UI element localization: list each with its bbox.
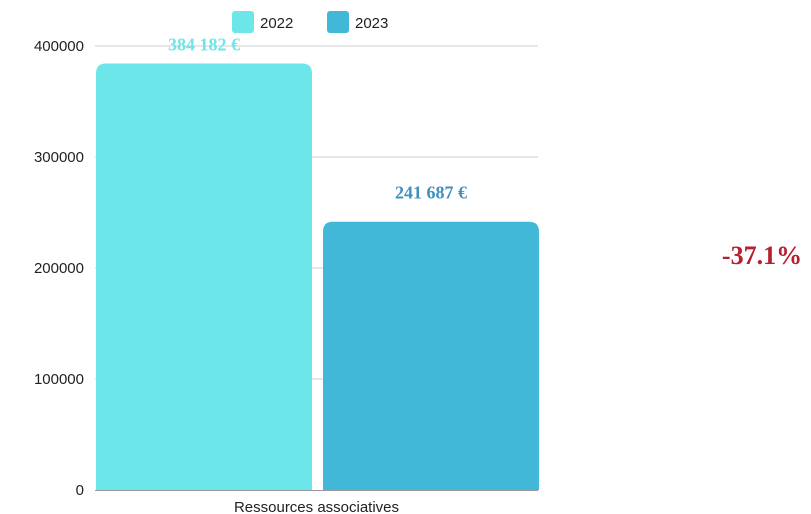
legend-swatch-2022: [232, 11, 254, 33]
data-label-2023: 241 687 €: [395, 183, 467, 203]
data-label-2022: 384 182 €: [168, 35, 240, 55]
category-label: Ressources associatives: [234, 499, 399, 514]
data-labels: 384 182 € 241 687 €: [168, 35, 467, 203]
bar-2022: [96, 63, 312, 490]
change-annotation: -37.1%: [722, 241, 802, 270]
y-axis-ticks: 0 100000 200000 300000 400000: [34, 38, 84, 499]
y-tick-label: 0: [76, 482, 84, 499]
bars: [96, 63, 539, 491]
legend-swatch-2023: [327, 11, 349, 33]
bar-2023: [323, 221, 539, 491]
y-tick-label: 200000: [34, 260, 84, 277]
y-tick-label: 100000: [34, 371, 84, 388]
y-tick-label: 300000: [34, 149, 84, 166]
legend[interactable]: 2022 2023: [232, 11, 388, 33]
legend-label-2022: 2022: [260, 15, 293, 32]
legend-label-2023: 2023: [355, 15, 388, 32]
y-tick-label: 400000: [34, 38, 84, 55]
